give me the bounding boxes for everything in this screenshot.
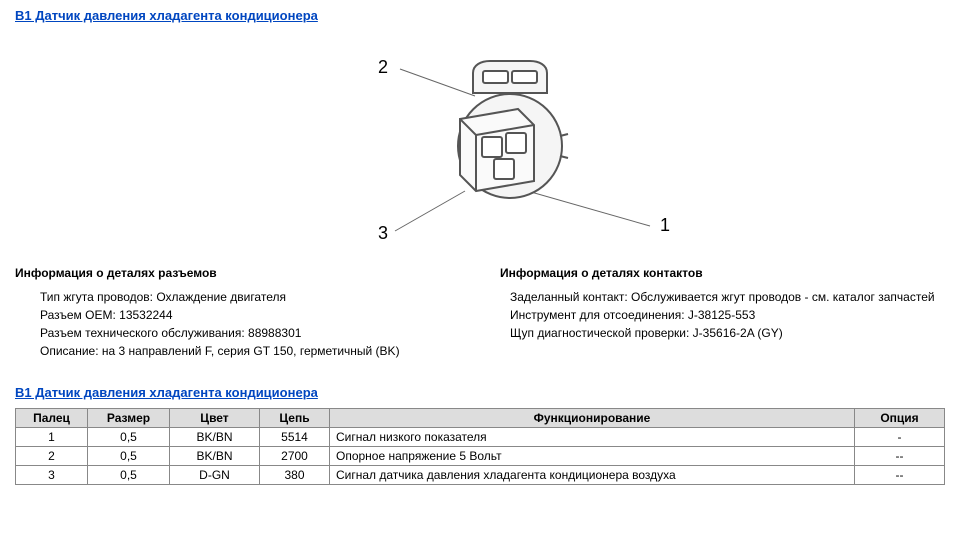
info-line: Щуп диагностической проверки: J-35616-2A… xyxy=(510,324,945,342)
cell-func: Опорное напряжение 5 Вольт xyxy=(330,447,855,466)
diagram-label-2: 2 xyxy=(378,57,388,77)
connector-info-heading: Информация о деталях разъемов xyxy=(15,266,460,280)
info-line: Разъем технического обслуживания: 889883… xyxy=(40,324,460,342)
cell-color: BK/BN xyxy=(170,447,260,466)
cell-size: 0,5 xyxy=(88,466,170,485)
diagram-label-1: 1 xyxy=(660,215,670,235)
info-line: Тип жгута проводов: Охлаждение двигателя xyxy=(40,288,460,306)
cell-chain: 5514 xyxy=(260,428,330,447)
cell-pin: 1 xyxy=(16,428,88,447)
info-line: Инструмент для отсоединения: J-38125-553 xyxy=(510,306,945,324)
th-pin: Палец xyxy=(16,409,88,428)
cell-opt: -- xyxy=(855,447,945,466)
connector-info-lines: Тип жгута проводов: Охлаждение двигателя… xyxy=(15,288,460,360)
cell-pin: 2 xyxy=(16,447,88,466)
cell-chain: 2700 xyxy=(260,447,330,466)
table-row: 1 0,5 BK/BN 5514 Сигнал низкого показате… xyxy=(16,428,945,447)
cell-size: 0,5 xyxy=(88,428,170,447)
th-chain: Цепь xyxy=(260,409,330,428)
table-row: 2 0,5 BK/BN 2700 Опорное напряжение 5 Во… xyxy=(16,447,945,466)
th-opt: Опция xyxy=(855,409,945,428)
page-title-top: B1 Датчик давления хладагента кондиционе… xyxy=(15,8,945,23)
connector-info: Информация о деталях разъемов Тип жгута … xyxy=(15,266,460,360)
info-line: Заделанный контакт: Обслуживается жгут п… xyxy=(510,288,945,306)
diagram-label-3: 3 xyxy=(378,223,388,243)
th-size: Размер xyxy=(88,409,170,428)
cell-opt: -- xyxy=(855,466,945,485)
cell-func: Сигнал низкого показателя xyxy=(330,428,855,447)
cell-func: Сигнал датчика давления хладагента конди… xyxy=(330,466,855,485)
cell-size: 0,5 xyxy=(88,447,170,466)
info-columns: Информация о деталях разъемов Тип жгута … xyxy=(15,266,945,360)
th-func: Функционирование xyxy=(330,409,855,428)
contact-info-lines: Заделанный контакт: Обслуживается жгут п… xyxy=(500,288,945,342)
page-title-table: B1 Датчик давления хладагента кондиционе… xyxy=(15,385,945,400)
table-header-row: Палец Размер Цвет Цепь Функционирование … xyxy=(16,409,945,428)
info-line: Разъем OEM: 13532244 xyxy=(40,306,460,324)
connector-diagram-wrap: 2 1 3 xyxy=(15,31,945,251)
info-line: Описание: на 3 направлений F, серия GT 1… xyxy=(40,342,460,360)
table-row: 3 0,5 D-GN 380 Сигнал датчика давления х… xyxy=(16,466,945,485)
cell-opt: - xyxy=(855,428,945,447)
th-color: Цвет xyxy=(170,409,260,428)
pin-table: Палец Размер Цвет Цепь Функционирование … xyxy=(15,408,945,485)
connector-diagram: 2 1 3 xyxy=(220,31,740,251)
cell-chain: 380 xyxy=(260,466,330,485)
contact-info: Информация о деталях контактов Заделанны… xyxy=(500,266,945,360)
cell-color: D-GN xyxy=(170,466,260,485)
cell-pin: 3 xyxy=(16,466,88,485)
contact-info-heading: Информация о деталях контактов xyxy=(500,266,945,280)
cell-color: BK/BN xyxy=(170,428,260,447)
